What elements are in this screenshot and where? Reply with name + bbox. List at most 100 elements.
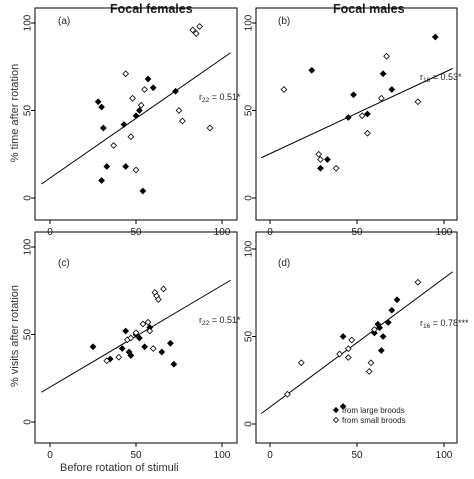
data-point-large-brood [132, 112, 140, 120]
panel-label: (b) [278, 16, 290, 27]
data-point-large-brood [377, 347, 385, 354]
y-tick-label: 0 [23, 195, 34, 201]
column-title-males: Focal males [333, 2, 405, 16]
data-point-small-brood [315, 150, 323, 158]
data-point-large-brood [350, 91, 357, 99]
data-point-small-brood [132, 329, 140, 337]
y-tick-label: 0 [244, 195, 255, 201]
y-tick-label: 100 [244, 240, 255, 257]
data-point-small-brood [160, 285, 167, 293]
regression-line [261, 68, 453, 159]
data-point-small-brood [115, 353, 123, 361]
data-point-small-brood [365, 368, 373, 375]
data-point-small-brood [154, 296, 162, 303]
data-point-small-brood [332, 164, 340, 172]
legend-marker-small [332, 416, 340, 424]
x-tick-label: 100 [436, 450, 453, 461]
data-point-large-brood [122, 163, 130, 170]
data-point-large-brood [344, 114, 352, 121]
data-point-small-brood [139, 320, 147, 328]
correlation-annotation: r22 = 0.51* [199, 315, 241, 327]
data-point-small-brood [103, 357, 111, 365]
data-point-small-brood [149, 345, 157, 352]
correlation-annotation: r16 = 0.53* [420, 72, 462, 84]
data-point-small-brood [344, 354, 352, 361]
data-point-large-brood [141, 343, 148, 351]
y-tick-label: 50 [244, 331, 255, 343]
x-tick-label: 50 [351, 450, 363, 461]
regression-line [261, 271, 453, 414]
data-point-small-brood [141, 86, 148, 93]
data-point-small-brood [364, 129, 371, 137]
y-tick-label: 50 [244, 105, 255, 117]
data-point-small-brood [280, 86, 288, 93]
data-point-large-brood [89, 343, 97, 351]
data-point-small-brood [175, 107, 183, 114]
data-point-small-brood [110, 142, 118, 149]
data-point-small-brood [132, 166, 140, 174]
data-point-small-brood [358, 112, 366, 120]
correlation-annotation: r16 = 0.78*** [420, 318, 469, 330]
data-point-small-brood [317, 156, 324, 163]
data-point-small-brood [127, 133, 135, 141]
y-tick-label: 100 [23, 14, 34, 31]
y-tick-label: 100 [244, 14, 255, 31]
data-point-small-brood [146, 327, 154, 335]
data-point-small-brood [206, 124, 214, 132]
data-point-large-brood [317, 164, 324, 172]
data-point-large-brood [376, 324, 383, 332]
data-point-large-brood [149, 84, 157, 92]
panel-label: (a) [58, 16, 70, 27]
data-point-small-brood [377, 94, 385, 102]
data-point-large-brood [94, 98, 102, 106]
data-point-large-brood [431, 33, 439, 41]
y-tick-label: 50 [23, 105, 34, 117]
data-point-large-brood [118, 345, 126, 352]
data-point-small-brood [284, 390, 291, 398]
data-point-small-brood [297, 359, 305, 367]
data-point-large-brood [172, 87, 179, 95]
column-title-females: Focal females [110, 2, 193, 16]
data-point-small-brood [129, 94, 136, 102]
data-point-large-brood [136, 107, 143, 114]
data-point-large-brood [99, 124, 107, 132]
x-tick-label: 50 [130, 450, 142, 461]
panel-label: (d) [278, 258, 290, 269]
data-point-large-brood [364, 110, 371, 118]
y-tick-label: 50 [23, 329, 34, 341]
data-point-large-brood [393, 296, 401, 304]
data-point-small-brood [348, 336, 356, 344]
data-point-small-brood [383, 52, 390, 60]
data-point-small-brood [179, 117, 186, 125]
data-point-small-brood [344, 345, 352, 353]
data-point-small-brood [196, 23, 204, 30]
legend-marker-large [332, 406, 340, 414]
data-point-large-brood [384, 319, 392, 326]
data-point-large-brood [98, 177, 105, 184]
data-point-large-brood [170, 360, 178, 368]
x-tick-label: 0 [47, 450, 53, 461]
data-point-small-brood [414, 278, 422, 286]
x-tick-label: 0 [267, 450, 273, 461]
data-point-large-brood [308, 66, 316, 74]
data-point-large-brood [139, 187, 147, 195]
panel-frame [255, 7, 458, 221]
y-tick-label: 0 [23, 419, 34, 425]
data-point-large-brood [158, 348, 166, 356]
panel-label: (c) [58, 258, 70, 269]
data-point-small-brood [367, 359, 375, 367]
data-point-large-brood [122, 327, 130, 335]
data-point-small-brood [137, 101, 145, 109]
data-point-large-brood [144, 75, 152, 83]
y-tick-label: 100 [23, 238, 34, 255]
data-point-large-brood [103, 163, 111, 170]
data-point-large-brood [379, 333, 387, 340]
x-axis-label: Before rotation of stimuli [60, 462, 179, 474]
data-point-large-brood [324, 156, 331, 163]
data-point-small-brood [144, 318, 152, 326]
data-point-large-brood [127, 352, 135, 359]
legend-label-small: from small broods [342, 416, 406, 425]
data-point-small-brood [189, 26, 197, 34]
data-point-large-brood [388, 306, 396, 314]
